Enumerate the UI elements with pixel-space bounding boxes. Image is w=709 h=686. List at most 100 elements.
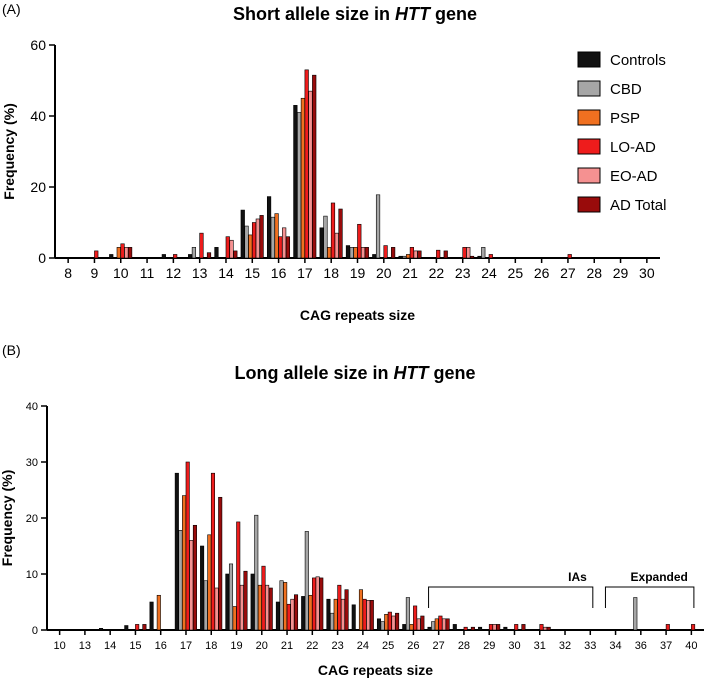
x-axis-title: CAG repeats size [300,307,415,323]
x-tick-label: 28 [586,265,602,281]
bar-controls [99,628,104,631]
bar-eo-ad [308,90,313,259]
bar-controls [174,472,179,631]
bar-controls [326,598,331,631]
bar-psp [327,247,332,259]
bar-lo-ad [362,598,367,631]
bar-psp [182,495,187,631]
bar-controls [200,545,205,631]
chart-long-allele: (B) Long allele size in HTT gene 0 10 20 30 40… [0,342,704,678]
x-tick-label: 15 [244,265,260,281]
bar-cbd [297,112,302,259]
bar-controls [124,625,129,631]
x-tick-label: 14 [104,640,116,652]
chart-title-part: HTT [394,363,431,383]
x-tick-label: 24 [357,640,369,652]
bar-ad-total [521,624,526,631]
chart-title: Long allele size in HTT gene [234,363,475,383]
bar-controls [301,596,306,631]
bar-lo-ad [567,254,572,259]
bar-controls [149,601,154,631]
bar-controls [188,254,193,259]
bar-lo-ad [413,605,418,631]
x-tick-label: 10 [54,640,66,652]
x-tick-label: 9 [91,265,99,281]
x-tick-label: 19 [350,265,366,281]
x-tick-label: 34 [609,640,621,652]
bar-lo-ad [488,624,493,631]
bar-lo-ad [514,624,519,631]
bar-ad-total [364,247,369,259]
bar-eo-ad [366,600,371,631]
bar-controls [477,255,482,259]
bar-eo-ad [391,615,396,631]
bar-ad-total [233,250,238,259]
bar-ad-total [268,587,273,631]
chart-title-part: Long allele size in [234,363,393,383]
x-tick-label: 14 [218,265,234,281]
x-tick-label: 31 [534,640,546,652]
bar-controls [214,247,219,259]
bar-ad-total [445,618,450,631]
x-tick-label: 21 [402,265,418,281]
bar-psp [409,624,414,631]
x-tick-label: 20 [376,265,392,281]
bar-cbd [380,621,385,631]
bar-lo-ad [438,615,443,631]
bar-eo-ad [413,250,418,259]
panel-label: (B) [2,342,21,358]
y-tick-label: 30 [26,457,38,469]
bar-eo-ad [239,584,244,631]
x-tick-label: 15 [129,640,141,652]
bar-controls [161,254,166,259]
bar-eo-ad [441,618,447,631]
bar-cbd [244,225,249,259]
bar-cbd [191,247,197,259]
x-tick-label: 8 [64,265,72,281]
x-tick-label: 16 [155,640,167,652]
x-tick-label: 13 [79,640,91,652]
bar-eo-ad [466,247,471,259]
bar-cbd [228,563,234,631]
x-tick-label: 17 [180,640,192,652]
bar-lo-ad [173,254,178,259]
bar-lo-ad [135,624,140,631]
bar-ad-total [206,252,212,259]
bar-lo-ad [236,521,241,631]
x-tick-label: 27 [433,640,445,652]
bar-lo-ad [691,624,696,631]
y-tick-label: 20 [30,179,46,195]
bracket-label-expanded: Expanded [631,570,688,584]
bar-controls [427,626,432,631]
bar-psp [434,618,439,631]
x-tick-label: 12 [166,265,182,281]
legend-swatch [577,80,601,97]
bar-psp [384,614,389,631]
bar-lo-ad [463,626,468,631]
x-tick-label: 20 [256,640,268,652]
x-tick-label: 19 [230,640,242,652]
bar-ad-total [338,208,343,259]
x-tick-label: 18 [205,640,217,652]
bar-cbd [349,247,354,259]
x-tick-label: 24 [481,265,497,281]
bar-eo-ad [492,624,497,631]
y-tick-label: 0 [32,625,38,637]
x-tick-label: 32 [559,640,571,652]
x-tick-label: 36 [635,640,647,652]
bar-psp [207,534,212,631]
bar-eo-ad [214,587,219,631]
bar-eo-ad [543,626,548,631]
chart-title-part: Short allele size in [233,4,395,24]
bar-controls [376,618,382,631]
chart-title-part: gene [430,4,477,24]
bar-ad-total [293,594,299,631]
bar-ad-total [319,577,324,631]
bar-psp [358,589,363,631]
bar-lo-ad [278,236,283,259]
x-tick-label: 22 [306,640,318,652]
legend-label: CBD [610,81,642,98]
bar-ad-total [496,624,501,631]
bar-controls [402,624,407,631]
bar-lo-ad [383,245,388,259]
